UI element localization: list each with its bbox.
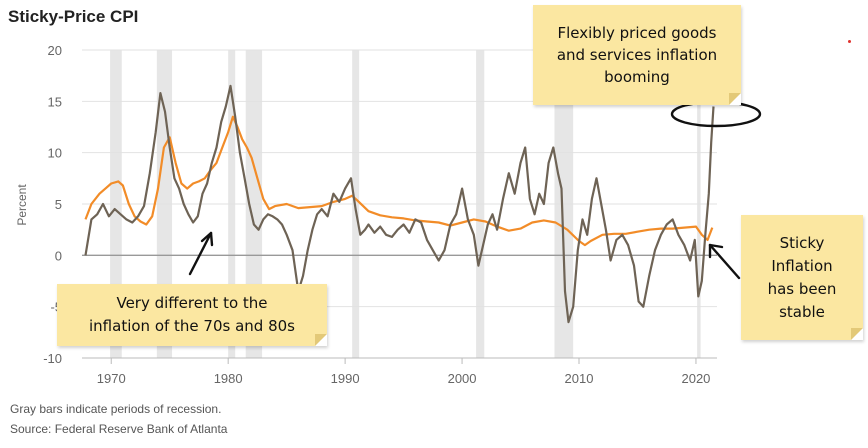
x-tick-label: 1990 xyxy=(331,371,360,386)
y-axis-label: Percent xyxy=(15,184,29,226)
axis-ticks: 20 15 10 5 0 -5 -10 1970 1980 1990 2000 2010 2020 xyxy=(43,43,710,386)
seventies-note: Very different to the inflation of the 7… xyxy=(57,284,327,346)
series-lines xyxy=(84,84,715,324)
y-tick-label: 15 xyxy=(48,94,62,109)
seventies-note-line-1: Very different to the xyxy=(116,294,268,312)
y-tick-label: 5 xyxy=(55,197,62,212)
sticky-note: Sticky Inflation has been stable xyxy=(741,215,863,340)
arrow-sticky-head xyxy=(708,243,724,259)
sticky-note-line-4: stable xyxy=(779,302,825,321)
annotation-arrows xyxy=(188,100,762,280)
highlight-circle xyxy=(670,100,762,128)
arrow-sticky xyxy=(708,243,741,280)
y-tick-label: 0 xyxy=(55,248,62,263)
y-tick-label: 20 xyxy=(48,43,62,58)
booming-note-line-2: and services inflation xyxy=(556,46,718,64)
booming-note-line-3: booming xyxy=(604,68,670,86)
red-dot xyxy=(848,40,851,43)
booming-note-line-1: Flexibly priced goods xyxy=(557,24,717,42)
arrow-seventies-head xyxy=(200,231,214,247)
sticky-note-line-1: Sticky xyxy=(779,233,825,252)
recession-footnote: Gray bars indicate periods of recession. xyxy=(10,402,222,416)
x-tick-label: 2010 xyxy=(565,371,594,386)
x-tick-label: 1980 xyxy=(214,371,243,386)
y-tick-label: -5 xyxy=(50,300,62,315)
sticky-note-line-3: has been xyxy=(767,279,837,298)
y-tick-label: -10 xyxy=(43,351,62,366)
series-line-sticky xyxy=(84,115,714,247)
booming-note: Flexibly priced goods and services infla… xyxy=(533,5,741,105)
series-line-flexible xyxy=(84,84,715,324)
arrow-seventies xyxy=(188,231,213,276)
x-tick-label: 2000 xyxy=(448,371,477,386)
x-tick-label: 1970 xyxy=(97,371,126,386)
chart-title: Sticky-Price CPI xyxy=(8,7,139,26)
sticky-note-line-2: Inflation xyxy=(771,256,833,275)
source-footnote: Source: Federal Reserve Bank of Atlanta xyxy=(10,422,228,436)
seventies-note-line-2: inflation of the 70s and 80s xyxy=(89,317,295,335)
x-tick-label: 2020 xyxy=(681,371,710,386)
y-tick-label: 10 xyxy=(48,146,62,161)
